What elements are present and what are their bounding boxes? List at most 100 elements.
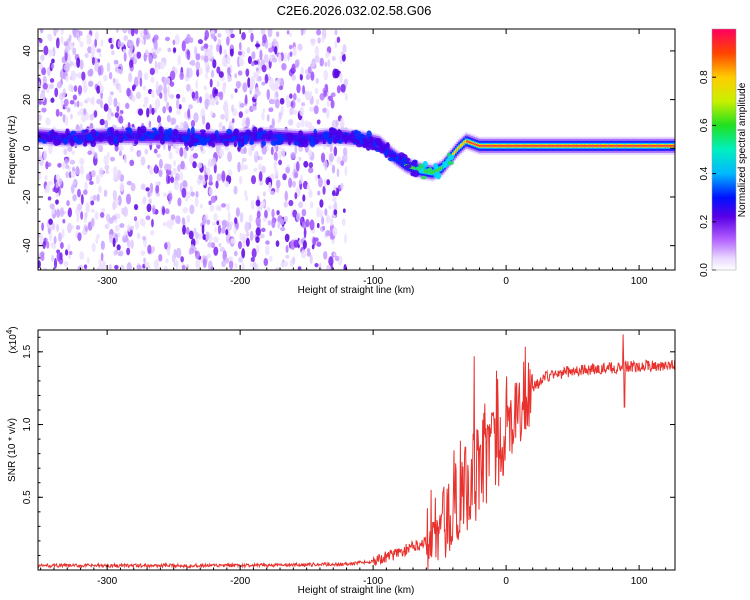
noise-cell xyxy=(55,37,60,49)
noise-cell xyxy=(123,29,127,32)
noise-cell xyxy=(38,81,41,92)
noise-cell xyxy=(307,148,312,158)
noise-cell xyxy=(38,259,41,269)
ridge-core xyxy=(593,145,596,147)
noise-cell xyxy=(309,254,313,264)
noise-cell xyxy=(317,177,323,188)
noise-cell xyxy=(322,185,326,195)
noise-cell xyxy=(167,47,172,53)
ridge-blob xyxy=(378,145,386,154)
noise-cell xyxy=(344,233,347,245)
noise-cell xyxy=(336,168,340,178)
ridge-band xyxy=(135,133,138,140)
ridge-core xyxy=(659,145,662,147)
noise-cell xyxy=(320,152,326,163)
ridge-core xyxy=(558,145,561,147)
noise-cell xyxy=(78,102,84,107)
noise-cell xyxy=(176,247,182,259)
noise-cell xyxy=(53,257,58,269)
x-tick-label: 0 xyxy=(503,276,509,287)
ridge-band xyxy=(295,134,298,141)
ridge-blob xyxy=(331,128,338,136)
ridge-band xyxy=(317,134,320,141)
noise-cell xyxy=(195,190,199,199)
ridge-core xyxy=(665,145,668,147)
ridge-core xyxy=(546,145,549,147)
noise-cell xyxy=(62,218,66,224)
noise-cell xyxy=(69,99,75,105)
noise-cell xyxy=(199,96,203,104)
noise-cell xyxy=(42,240,46,250)
ridge-blob xyxy=(137,133,142,139)
ridge-band xyxy=(59,134,62,141)
noise-cell xyxy=(319,209,324,219)
noise-cell xyxy=(76,188,81,198)
noise-cell xyxy=(304,120,309,128)
noise-cell xyxy=(42,82,48,90)
ridge-core xyxy=(573,145,576,147)
noise-cell xyxy=(281,62,287,71)
noise-cell xyxy=(181,187,187,198)
ridge-blob xyxy=(90,140,97,148)
noise-cell xyxy=(141,183,146,190)
noise-cell xyxy=(190,119,196,128)
noise-cell xyxy=(228,76,233,82)
noise-cell xyxy=(126,247,131,256)
noise-cell xyxy=(50,97,55,103)
noise-cell xyxy=(204,98,209,107)
chart-title: C2E6.2026.032.02.58.G06 xyxy=(277,3,432,18)
ridge-band xyxy=(463,141,466,145)
noise-cell xyxy=(114,233,119,243)
snr-frame xyxy=(37,329,676,571)
noise-cell xyxy=(154,107,157,113)
noise-cell xyxy=(113,97,118,108)
noise-cell xyxy=(342,44,347,53)
noise-cell xyxy=(279,218,285,226)
ridge-core xyxy=(629,145,632,147)
noise-cell xyxy=(238,41,242,51)
noise-cell xyxy=(268,181,272,193)
ridge-core xyxy=(523,145,526,147)
ridge-blob xyxy=(364,140,371,146)
ridge-core xyxy=(585,145,588,147)
noise-cell xyxy=(220,113,225,120)
noise-cell xyxy=(264,209,268,219)
noise-cell xyxy=(264,73,269,84)
noise-cell xyxy=(301,102,306,107)
y-tick-label: 40 xyxy=(22,45,33,57)
ridge-blob xyxy=(351,139,356,143)
ridge-blob xyxy=(262,130,267,134)
ridge-band xyxy=(464,139,467,144)
ridge-band xyxy=(54,134,57,141)
noise-cell xyxy=(314,45,320,56)
snr-plot-area xyxy=(38,330,675,570)
noise-cell xyxy=(182,224,186,235)
noise-cell xyxy=(342,208,346,213)
noise-cell xyxy=(103,74,108,82)
noise-cell xyxy=(158,169,163,178)
noise-cell xyxy=(77,85,83,95)
noise-cell xyxy=(288,44,293,50)
noise-cell xyxy=(193,227,197,235)
noise-cell xyxy=(241,262,245,270)
noise-cell xyxy=(274,98,280,109)
noise-cell xyxy=(303,160,309,168)
noise-cell xyxy=(175,259,179,270)
noise-cell xyxy=(71,71,77,82)
ridge-core xyxy=(544,145,547,147)
noise-cell xyxy=(199,203,204,209)
noise-cell xyxy=(103,154,109,166)
noise-cell xyxy=(230,238,236,244)
noise-cell xyxy=(294,192,298,200)
noise-cell xyxy=(225,228,229,236)
noise-cell xyxy=(266,89,270,100)
ridge-blob xyxy=(137,126,142,134)
ridge-core xyxy=(568,145,571,147)
ridge-blob xyxy=(447,160,454,166)
noise-cell xyxy=(113,59,119,65)
noise-cell xyxy=(311,244,315,250)
noise-cell xyxy=(213,246,219,256)
noise-cell xyxy=(166,101,170,111)
noise-cell xyxy=(335,119,339,128)
ridge-band xyxy=(147,133,150,140)
